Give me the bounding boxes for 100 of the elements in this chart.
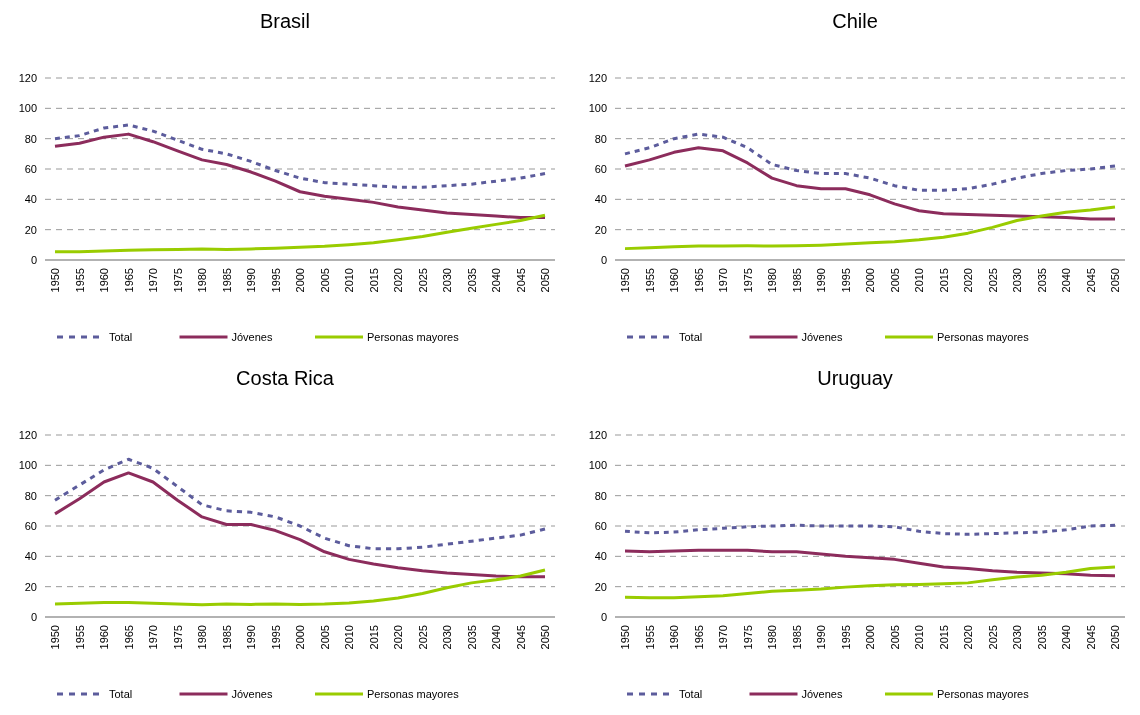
x-tick-label: 2000 [864,268,876,293]
x-tick-label: 1975 [171,268,184,293]
legend-label: Total [109,330,133,343]
y-tick-label: 40 [594,550,607,563]
y-tick-label: 40 [24,550,37,563]
x-tick-label: 2035 [465,268,478,293]
y-tick-label: 60 [24,519,37,532]
y-tick-label: 100 [588,102,607,115]
y-tick-label: 120 [18,428,37,441]
x-tick-label: 2030 [441,268,453,293]
y-tick-label: 20 [594,223,607,236]
y-tick-label: 20 [24,580,37,593]
y-tick-label: 120 [18,71,37,84]
x-tick-label: 1995 [839,625,852,650]
x-tick-label: 2015 [937,268,950,293]
y-tick-label: 60 [594,162,607,175]
x-tick-label: 2035 [1035,625,1048,650]
x-tick-label: 2040 [490,268,502,293]
legend-label: Jóvenes [231,330,273,343]
x-tick-label: 2015 [367,268,380,293]
x-tick-label: 1970 [717,625,729,650]
x-tick-label: 2030 [1011,625,1023,650]
x-tick-label: 2015 [367,625,380,650]
x-tick-label: 2010 [913,625,925,650]
line-series [53,471,547,579]
y-tick-label: 0 [600,253,607,266]
x-tick-label: 1985 [220,625,233,650]
line-series [53,123,547,189]
line-series [623,205,1117,251]
x-tick-label: 2020 [962,268,974,293]
x-tick-label: 1970 [147,625,159,650]
x-tick-label: 1950 [49,268,61,293]
x-tick-label: 1980 [766,268,778,293]
x-tick-label: 2040 [1060,625,1072,650]
y-tick-label: 100 [18,459,37,472]
legend-label: Personas mayores [937,687,1030,700]
x-tick-label: 2035 [465,625,478,650]
line-series [623,146,1117,221]
x-tick-label: 1950 [49,625,61,650]
legend-label: Personas mayores [937,330,1030,343]
y-tick-label: 0 [30,253,37,266]
x-tick-label: 1975 [741,268,754,293]
x-tick-label: 2020 [392,625,404,650]
y-tick-label: 40 [24,193,37,206]
x-tick-label: 1970 [147,268,159,293]
x-tick-label: 2050 [1109,625,1121,650]
x-tick-label: 1950 [619,268,631,293]
x-tick-label: 2010 [343,268,355,293]
y-tick-label: 80 [24,132,37,145]
x-tick-label: 1990 [245,268,257,293]
x-tick-label: 1990 [245,625,257,650]
x-tick-label: 2030 [441,625,453,650]
y-tick-label: 80 [24,489,37,502]
x-tick-label: 2035 [1035,268,1048,293]
x-tick-label: 1995 [269,268,282,293]
x-tick-label: 2005 [318,625,331,650]
y-tick-label: 80 [594,489,607,502]
y-tick-label: 20 [24,223,37,236]
x-tick-label: 1995 [269,625,282,650]
line-series [53,457,547,551]
line-series [623,548,1117,578]
x-tick-label: 2050 [539,625,551,650]
x-tick-label: 2005 [888,625,901,650]
x-tick-label: 1955 [73,268,86,293]
x-tick-label: 1960 [98,268,110,293]
x-tick-label: 2045 [514,268,527,293]
x-tick-label: 2020 [962,625,974,650]
x-tick-label: 2045 [1084,625,1097,650]
x-tick-label: 1965 [692,625,705,650]
x-tick-label: 2020 [392,268,404,293]
x-tick-label: 1950 [619,625,631,650]
x-tick-label: 1965 [692,268,705,293]
x-tick-label: 2010 [913,268,925,293]
x-tick-label: 1960 [668,268,680,293]
line-series [623,565,1117,600]
x-tick-label: 2025 [986,268,999,293]
y-tick-label: 60 [24,162,37,175]
chart-title: Costa Rica [236,367,335,389]
x-tick-label: 2025 [416,268,429,293]
x-tick-label: 1965 [122,268,135,293]
legend-label: Total [679,687,703,700]
legend-label: Personas mayores [367,330,460,343]
x-tick-label: 1965 [122,625,135,650]
y-tick-label: 20 [594,580,607,593]
x-tick-label: 2045 [514,625,527,650]
x-tick-label: 2010 [343,625,355,650]
x-tick-label: 1985 [790,268,803,293]
chart-title: Chile [832,10,878,32]
x-tick-label: 2025 [986,625,999,650]
y-tick-label: 120 [588,428,607,441]
x-tick-label: 1990 [815,625,827,650]
x-tick-label: 1980 [196,625,208,650]
x-tick-label: 2030 [1011,268,1023,293]
line-series [623,132,1117,192]
x-tick-label: 1975 [741,625,754,650]
legend-label: Total [679,330,703,343]
x-tick-label: 2040 [490,625,502,650]
x-tick-label: 1955 [643,625,656,650]
chart-title: Brasil [259,10,311,32]
x-tick-label: 2005 [888,268,901,293]
